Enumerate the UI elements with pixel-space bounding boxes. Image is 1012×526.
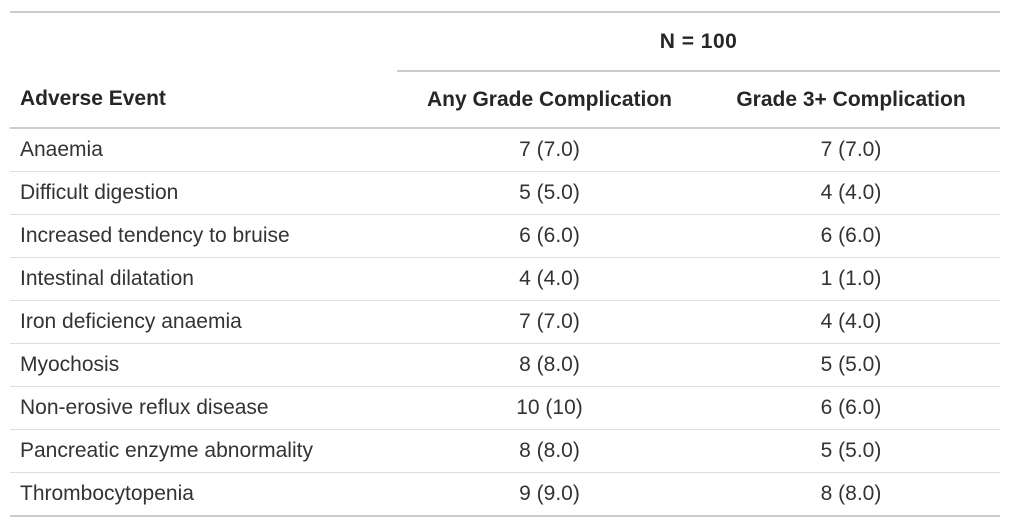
table-row: Anaemia 7 (7.0) 7 (7.0) bbox=[10, 128, 1001, 172]
any-grade-value: 4 (4.0) bbox=[397, 257, 702, 301]
table-page: N = 100 Adverse Event Any Grade Complica… bbox=[0, 11, 1012, 526]
grade3plus-value: 5 (5.0) bbox=[702, 343, 1001, 387]
event-name: Difficult digestion bbox=[10, 171, 397, 215]
any-grade-value: 6 (6.0) bbox=[397, 214, 702, 258]
table-row: Increased tendency to bruise 6 (6.0) 6 (… bbox=[10, 214, 1001, 258]
any-grade-value: 5 (5.0) bbox=[397, 171, 702, 215]
any-grade-value: 7 (7.0) bbox=[397, 128, 702, 172]
column-header-adverse-event: Adverse Event bbox=[10, 71, 397, 129]
column-header-grade3plus: Grade 3+ Complication bbox=[702, 71, 1001, 129]
grade3plus-value: 6 (6.0) bbox=[702, 214, 1001, 258]
event-name: Iron deficiency anaemia bbox=[10, 300, 397, 344]
any-grade-value: 8 (8.0) bbox=[397, 429, 702, 473]
adverse-events-table: N = 100 Adverse Event Any Grade Complica… bbox=[10, 11, 1001, 517]
spanner-row: N = 100 bbox=[10, 12, 1001, 72]
table-row: Iron deficiency anaemia 7 (7.0) 4 (4.0) bbox=[10, 300, 1001, 344]
any-grade-value: 10 (10) bbox=[397, 386, 702, 430]
grade3plus-value: 4 (4.0) bbox=[702, 300, 1001, 344]
table-row: Difficult digestion 5 (5.0) 4 (4.0) bbox=[10, 171, 1001, 215]
grade3plus-value: 8 (8.0) bbox=[702, 472, 1001, 517]
event-name: Anaemia bbox=[10, 128, 397, 172]
event-name: Intestinal dilatation bbox=[10, 257, 397, 301]
grade3plus-value: 5 (5.0) bbox=[702, 429, 1001, 473]
column-header-row: Adverse Event Any Grade Complication Gra… bbox=[10, 71, 1001, 129]
table-row: Intestinal dilatation 4 (4.0) 1 (1.0) bbox=[10, 257, 1001, 301]
event-name: Myochosis bbox=[10, 343, 397, 387]
table-header: N = 100 Adverse Event Any Grade Complica… bbox=[10, 12, 1001, 129]
event-name: Pancreatic enzyme abnormality bbox=[10, 429, 397, 473]
any-grade-value: 7 (7.0) bbox=[397, 300, 702, 344]
spanner-label: N = 100 bbox=[397, 12, 1001, 72]
event-name: Thrombocytopenia bbox=[10, 472, 397, 517]
grade3plus-value: 7 (7.0) bbox=[702, 128, 1001, 172]
event-name: Increased tendency to bruise bbox=[10, 214, 397, 258]
event-name: Non-erosive reflux disease bbox=[10, 386, 397, 430]
grade3plus-value: 1 (1.0) bbox=[702, 257, 1001, 301]
table-row: Non-erosive reflux disease 10 (10) 6 (6.… bbox=[10, 386, 1001, 430]
column-header-any-grade: Any Grade Complication bbox=[397, 71, 702, 129]
spanner-spacer bbox=[10, 12, 397, 71]
table-row: Thrombocytopenia 9 (9.0) 8 (8.0) bbox=[10, 472, 1001, 517]
any-grade-value: 8 (8.0) bbox=[397, 343, 702, 387]
grade3plus-value: 4 (4.0) bbox=[702, 171, 1001, 215]
grade3plus-value: 6 (6.0) bbox=[702, 386, 1001, 430]
table-body: Anaemia 7 (7.0) 7 (7.0) Difficult digest… bbox=[10, 128, 1001, 517]
table-row: Myochosis 8 (8.0) 5 (5.0) bbox=[10, 343, 1001, 387]
table-row: Pancreatic enzyme abnormality 8 (8.0) 5 … bbox=[10, 429, 1001, 473]
any-grade-value: 9 (9.0) bbox=[397, 472, 702, 517]
